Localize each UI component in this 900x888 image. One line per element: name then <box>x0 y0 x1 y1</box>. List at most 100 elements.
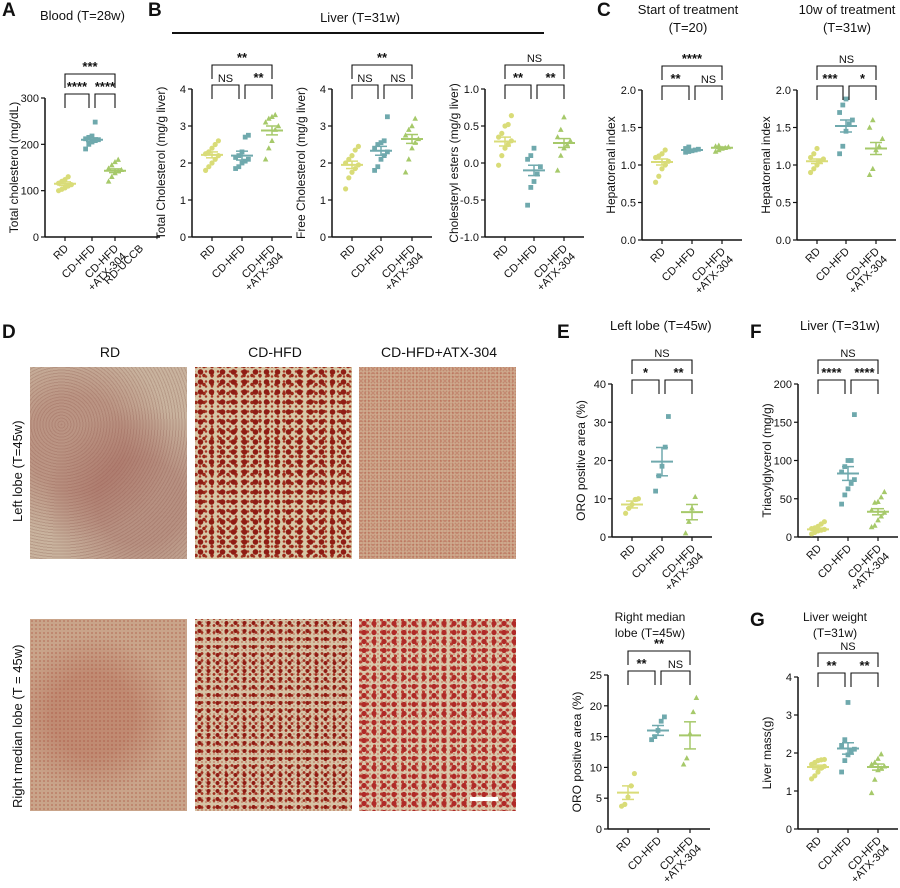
svg-text:Hepatorenal index: Hepatorenal index <box>604 116 618 213</box>
svg-text:2.0: 2.0 <box>621 85 636 97</box>
svg-text:30: 30 <box>594 417 606 429</box>
histology-right-cdhfd <box>195 619 352 811</box>
svg-text:NS: NS <box>840 348 855 360</box>
panel-d-col-label-rd: RD <box>99 344 121 360</box>
svg-text:****: **** <box>67 79 88 94</box>
histology-left-cdhfd <box>195 367 352 559</box>
svg-text:*: * <box>860 71 866 86</box>
panel-letter-f: F <box>750 322 762 343</box>
svg-text:Cholesteryl esters (mg/g live: Cholesteryl esters (mg/g liver) <box>447 83 461 242</box>
panel-f-title: Liver (T=31w) <box>800 318 880 333</box>
svg-text:Total cholesterol (mg/dL): Total cholesterol (mg/dL) <box>7 102 21 233</box>
svg-text:50: 50 <box>780 494 792 506</box>
svg-text:100: 100 <box>774 456 792 468</box>
svg-text:10: 10 <box>594 494 606 506</box>
panel-letter-d: D <box>2 322 16 343</box>
panel-c1-subtitle: (T=20) <box>668 20 708 35</box>
panel-c2-title: 10w of treatment <box>798 2 896 17</box>
panel-c2-subtitle: (T=31w) <box>822 20 872 35</box>
panel-letter-g: G <box>750 610 765 631</box>
svg-text:4: 4 <box>180 84 186 96</box>
svg-text:NS: NS <box>357 73 372 85</box>
svg-text:1.0: 1.0 <box>464 84 479 96</box>
svg-text:**: ** <box>826 658 837 673</box>
histology-right-atx <box>359 619 516 811</box>
svg-text:NS: NS <box>701 74 716 86</box>
svg-text:RD: RD <box>198 243 218 263</box>
svg-text:Hepatorenal index: Hepatorenal index <box>759 116 773 213</box>
svg-text:3: 3 <box>320 121 326 133</box>
svg-text:25: 25 <box>590 670 602 682</box>
svg-text:**: ** <box>673 365 684 380</box>
svg-text:RD: RD <box>51 243 71 263</box>
svg-text:NS: NS <box>390 73 405 85</box>
svg-text:NS: NS <box>218 73 233 85</box>
panel-letter-b: B <box>148 0 162 21</box>
svg-text:NS: NS <box>840 641 855 653</box>
svg-text:-0.5: -0.5 <box>460 195 479 207</box>
svg-text:1: 1 <box>320 195 326 207</box>
svg-text:**: ** <box>545 70 556 85</box>
svg-text:4: 4 <box>320 84 326 96</box>
svg-text:**: ** <box>377 50 388 65</box>
svg-text:0.5: 0.5 <box>464 121 479 133</box>
panel-letter-e: E <box>557 322 570 343</box>
svg-text:RD: RD <box>618 543 638 563</box>
svg-text:****: **** <box>95 79 116 94</box>
svg-text:Liver mass(g): Liver mass(g) <box>760 717 774 790</box>
svg-text:0.5: 0.5 <box>621 198 636 210</box>
svg-text:NS: NS <box>527 53 542 65</box>
svg-text:****: **** <box>821 365 842 380</box>
svg-text:40: 40 <box>594 379 606 391</box>
svg-text:1.5: 1.5 <box>776 123 791 135</box>
svg-text:100: 100 <box>21 186 39 198</box>
svg-text:ORO positive area (%): ORO positive area (%) <box>574 400 588 521</box>
svg-text:0: 0 <box>786 824 792 836</box>
histology-right-rd <box>30 619 187 811</box>
svg-text:NS: NS <box>839 54 854 66</box>
svg-text:20: 20 <box>594 456 606 468</box>
svg-text:0: 0 <box>320 232 326 244</box>
svg-text:RD: RD <box>614 835 634 855</box>
svg-text:4: 4 <box>786 672 792 684</box>
panel-g-title: Liver weight <box>802 610 868 624</box>
panel-g-subtitle: (T=31w) <box>812 626 858 640</box>
svg-text:**: ** <box>654 636 665 651</box>
scale-bar <box>470 797 498 801</box>
panel-letter-a: A <box>2 0 16 21</box>
svg-text:0: 0 <box>596 824 602 836</box>
svg-text:15: 15 <box>590 732 602 744</box>
svg-text:RD: RD <box>648 246 668 266</box>
svg-text:Free Cholesterol (mg/g liver): Free Cholesterol (mg/g liver) <box>294 87 308 239</box>
svg-text:1: 1 <box>786 786 792 798</box>
histology-left-rd <box>30 367 187 559</box>
svg-text:10: 10 <box>590 762 602 774</box>
svg-text:****: **** <box>682 51 703 66</box>
svg-text:RD: RD <box>804 835 824 855</box>
svg-text:200: 200 <box>21 139 39 151</box>
svg-text:2.0: 2.0 <box>776 85 791 97</box>
svg-text:Total Cholesterol (mg/g liver): Total Cholesterol (mg/g liver) <box>154 87 168 240</box>
svg-text:ORO positive area (%): ORO positive area (%) <box>570 692 584 813</box>
svg-text:2: 2 <box>786 748 792 760</box>
svg-text:***: *** <box>822 71 838 86</box>
svg-text:**: ** <box>859 658 870 673</box>
svg-text:0.5: 0.5 <box>776 198 791 210</box>
svg-text:0: 0 <box>33 232 39 244</box>
svg-text:**: ** <box>670 71 681 86</box>
panel-c1-title: Start of treatment <box>637 2 739 17</box>
svg-text:NS: NS <box>668 659 683 671</box>
svg-text:***: *** <box>82 59 98 74</box>
svg-text:-1.0: -1.0 <box>460 232 479 244</box>
svg-text:**: ** <box>237 50 248 65</box>
svg-text:Triacylglycerol (mg/g): Triacylglycerol (mg/g) <box>760 403 774 517</box>
